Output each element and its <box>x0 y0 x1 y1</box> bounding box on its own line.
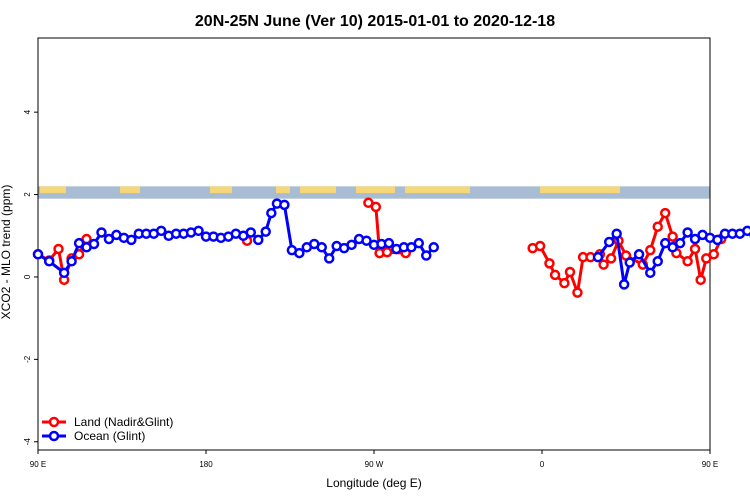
data-point <box>406 242 417 253</box>
data-point <box>126 234 137 246</box>
y-axis: -4 -2 0 2 4 <box>23 109 38 445</box>
x-tick-label: 0 <box>540 460 545 469</box>
data-point <box>659 237 671 249</box>
data-point <box>544 258 555 269</box>
legend: Land (Nadir&Glint)Ocean (Glint) <box>42 415 173 443</box>
legend-label: Ocean (Glint) <box>74 429 145 443</box>
x-axis-label: Longitude (deg E) <box>326 476 421 490</box>
data-point <box>618 279 630 290</box>
data-point <box>253 234 264 246</box>
data-point <box>103 233 115 245</box>
data-point <box>323 253 335 264</box>
series-ocean <box>32 198 750 290</box>
band-land-patch <box>405 186 470 194</box>
data-point <box>603 236 615 248</box>
band-land-patch <box>300 186 336 194</box>
data-point <box>701 253 712 264</box>
data-point <box>73 237 85 249</box>
data-point <box>428 242 439 253</box>
data-point <box>96 227 107 238</box>
y-tick-label: -2 <box>23 355 32 363</box>
data-point <box>534 240 546 252</box>
x-tick-label: 90 E <box>702 460 718 469</box>
data-point <box>346 239 357 251</box>
data-point <box>682 256 693 267</box>
data-point <box>652 221 663 232</box>
y-axis-label: XCO2 - MLO trend (ppm) <box>0 185 13 320</box>
data-point <box>363 197 374 209</box>
data-point <box>245 227 257 238</box>
data-point <box>682 227 693 238</box>
data-point <box>695 274 706 286</box>
data-point <box>712 234 723 246</box>
data-point <box>193 225 204 237</box>
data-point <box>742 225 750 237</box>
data-point <box>155 225 167 237</box>
data-point <box>370 201 382 213</box>
data-point <box>279 199 290 211</box>
data-point <box>266 207 277 219</box>
data-point <box>58 267 70 279</box>
y-tick-label: 2 <box>23 192 32 197</box>
band-land-patch <box>120 186 140 194</box>
x-axis: 90 E 180 90 W 0 90 E <box>30 450 718 469</box>
chart-title: 20N-25N June (Ver 10) 2015-01-01 to 2020… <box>195 13 555 30</box>
data-point <box>572 287 583 298</box>
data-point <box>667 231 678 242</box>
data-point <box>652 256 663 267</box>
band-land-patch <box>276 186 290 194</box>
data-point <box>689 243 701 255</box>
data-point <box>689 233 701 245</box>
legend-label: Land (Nadir&Glint) <box>74 415 173 429</box>
data-point <box>559 277 570 289</box>
data-point <box>260 226 271 237</box>
data-point <box>43 256 55 267</box>
data-point <box>624 257 635 268</box>
legend-marker <box>48 416 60 428</box>
data-point <box>598 259 609 270</box>
data-point <box>659 207 671 219</box>
band-land-patch <box>356 186 395 194</box>
data-point <box>611 228 622 239</box>
data-point <box>361 235 372 246</box>
land-band <box>38 186 710 199</box>
data-point <box>421 250 432 261</box>
x-tick-label: 180 <box>199 460 213 469</box>
band-land-patch <box>210 186 232 194</box>
y-tick-label: -4 <box>23 438 32 446</box>
x-tick-label: 90 W <box>365 460 384 469</box>
data-point <box>381 246 393 258</box>
x-tick-label: 90 E <box>30 460 46 469</box>
data-point <box>645 267 656 279</box>
data-point <box>66 256 77 267</box>
data-point <box>564 266 576 278</box>
data-point <box>674 237 686 249</box>
data-point <box>32 249 44 260</box>
data-point <box>316 242 327 253</box>
data-point <box>592 251 604 263</box>
data-point <box>53 243 64 255</box>
data-point <box>88 238 100 250</box>
y-tick-label: 4 <box>23 109 32 114</box>
band-land-patch <box>540 186 620 194</box>
legend-marker <box>48 430 60 442</box>
data-point <box>413 237 425 249</box>
y-tick-label: 0 <box>23 274 32 279</box>
data-point <box>708 249 719 260</box>
data-point <box>549 269 561 281</box>
data-point <box>383 237 395 249</box>
data-point <box>633 249 645 260</box>
band-land-patch <box>40 186 66 194</box>
data-point <box>605 253 617 264</box>
data-point <box>667 242 678 253</box>
data-point <box>645 244 656 256</box>
series-layer <box>32 197 750 298</box>
data-point <box>294 247 305 259</box>
